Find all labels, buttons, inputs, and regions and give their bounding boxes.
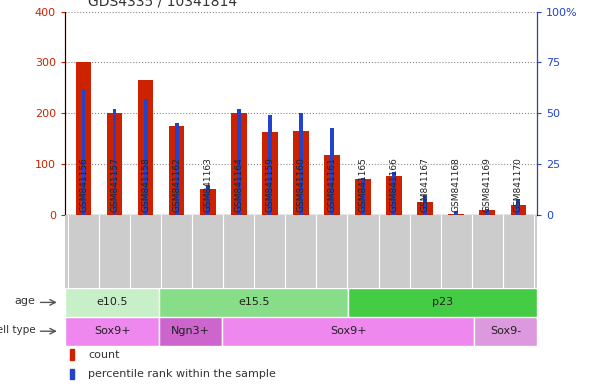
Bar	[113, 109, 116, 215]
Bar	[222, 317, 474, 346]
Text: Sox9+: Sox9+	[94, 326, 130, 336]
Bar	[355, 179, 371, 215]
Text: Sox9-: Sox9-	[490, 326, 521, 336]
Bar	[361, 179, 365, 215]
Bar	[70, 349, 74, 360]
Bar	[175, 124, 179, 215]
Text: GDS4335 / 10341814: GDS4335 / 10341814	[88, 0, 238, 9]
Bar	[268, 115, 272, 215]
Bar	[480, 210, 495, 215]
Bar	[81, 89, 86, 215]
Bar	[386, 176, 402, 215]
Bar	[107, 113, 122, 215]
Bar	[169, 126, 185, 215]
Bar	[417, 202, 433, 215]
Bar	[65, 317, 159, 346]
Bar	[293, 131, 309, 215]
Text: cell type: cell type	[0, 325, 36, 335]
Bar	[76, 62, 91, 215]
Bar	[237, 109, 241, 215]
Text: e10.5: e10.5	[96, 297, 128, 308]
Bar	[348, 288, 537, 317]
Bar	[144, 99, 148, 215]
Text: percentile rank within the sample: percentile rank within the sample	[88, 369, 276, 379]
Bar	[262, 132, 278, 215]
Bar	[65, 288, 159, 317]
Text: e15.5: e15.5	[238, 297, 270, 308]
Bar	[330, 127, 334, 215]
Bar	[448, 214, 464, 215]
Bar	[231, 113, 247, 215]
Bar	[454, 211, 458, 215]
Text: age: age	[15, 296, 36, 306]
Bar	[423, 195, 427, 215]
Text: Ngn3+: Ngn3+	[171, 326, 210, 336]
Text: Sox9+: Sox9+	[330, 326, 366, 336]
Bar	[299, 113, 303, 215]
Text: p23: p23	[432, 297, 453, 308]
Bar	[474, 317, 537, 346]
Bar	[516, 199, 520, 215]
Bar	[200, 189, 215, 215]
Bar	[138, 80, 153, 215]
Bar	[159, 317, 222, 346]
Bar	[70, 369, 74, 379]
Bar	[510, 205, 526, 215]
Bar	[159, 288, 348, 317]
Bar	[324, 155, 340, 215]
Bar	[392, 172, 396, 215]
Text: count: count	[88, 350, 120, 360]
Bar	[206, 185, 209, 215]
Bar	[486, 209, 489, 215]
